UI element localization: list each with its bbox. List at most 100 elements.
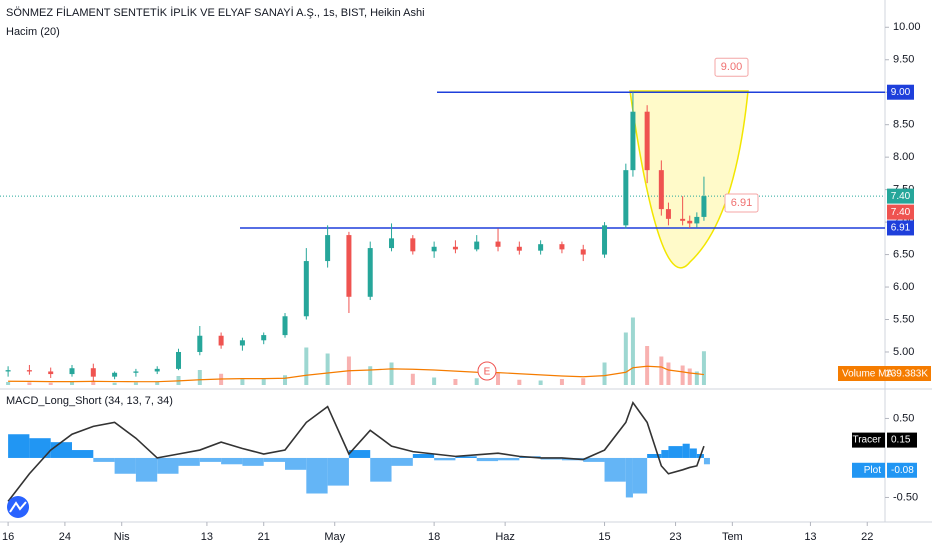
candle-body: [176, 351, 182, 369]
macd-histogram-bar: [29, 438, 51, 458]
volume-bar: [6, 382, 11, 385]
cup-drawing: [629, 90, 749, 269]
candle-body: [623, 170, 629, 226]
x-tick-label: 23: [669, 531, 681, 543]
plot-layer: 5.005.506.006.507.007.508.008.509.009.50…: [0, 21, 931, 543]
chart-title: SÖNMEZ FİLAMENT SENTETİK İPLİK VE ELYAF …: [6, 6, 425, 19]
macd-histogram-bar: [583, 457, 605, 462]
price-label: 9.00: [891, 87, 911, 98]
macd-histogram-bar: [157, 457, 179, 474]
volume-ma-line: [8, 365, 705, 383]
price-label: 6.91: [891, 223, 911, 234]
x-tick-label: 13: [804, 531, 816, 543]
candle-body: [26, 370, 32, 372]
volume-bar: [666, 362, 671, 385]
volume-bar: [602, 362, 607, 385]
candle-body: [303, 261, 309, 317]
plot-name-box: [852, 462, 885, 478]
volume-bar: [474, 378, 479, 385]
macd-histogram-bar: [682, 443, 690, 458]
candle-body: [112, 372, 118, 377]
tracer-value-box: [887, 432, 917, 448]
macd-histogram-bar: [135, 457, 158, 482]
y-tick-label: 8.50: [893, 119, 914, 131]
candle-body: [495, 241, 501, 247]
macd-histogram-bar: [661, 450, 669, 458]
y-tick-label: 5.00: [893, 346, 914, 358]
macd-histogram-bar: [221, 457, 243, 465]
volume-bar: [91, 380, 96, 385]
macd-histogram-bar: [178, 457, 200, 466]
candle-body: [282, 316, 288, 336]
macd-histogram-bar: [391, 457, 413, 466]
volume-bar: [70, 381, 75, 385]
macd-histogram-bar: [327, 457, 349, 486]
volume-bar: [630, 317, 635, 385]
volume-bar: [701, 351, 706, 385]
macd-histogram-bar: [370, 457, 392, 482]
macd-histogram-bar: [434, 457, 456, 461]
macd-histogram-bar: [703, 457, 710, 465]
volume-bar: [538, 380, 543, 385]
macd-histogram-bar: [114, 457, 136, 474]
candle-body: [680, 218, 686, 221]
price-label-box: [887, 220, 914, 236]
candle-body: [325, 235, 331, 262]
candle-body: [154, 368, 160, 372]
x-tick-label: 21: [258, 531, 270, 543]
volume-bar: [283, 375, 288, 385]
annotation-box: [714, 57, 749, 77]
logo: [7, 496, 29, 518]
candle-body: [197, 335, 203, 352]
x-tick-label: Nis: [114, 531, 130, 543]
x-tick-label: May: [324, 531, 345, 543]
candle-body: [580, 249, 586, 255]
volume-bar: [112, 382, 117, 385]
x-tick-label: Haz: [495, 531, 515, 543]
candle-body: [474, 241, 480, 250]
y-tick-label: 0.50: [893, 412, 914, 424]
price-label-box: [887, 204, 914, 220]
volume-ma-name: Volume MA: [842, 369, 893, 380]
volume-bar: [389, 362, 394, 385]
candle-body: [658, 170, 664, 210]
y-tick-label: 8.00: [893, 151, 914, 163]
candle-body: [516, 246, 522, 251]
macd-histogram-bar: [199, 457, 222, 462]
macd-title: MACD_Long_Short (34, 13, 7, 34): [6, 395, 173, 407]
candle-body: [389, 238, 395, 249]
candle-body: [694, 216, 700, 224]
tracer-value: 0.15: [891, 435, 911, 446]
volume-bar: [48, 382, 53, 385]
volume-bar: [304, 347, 309, 385]
candle-body: [452, 246, 458, 250]
earnings-label[interactable]: E: [484, 367, 491, 378]
macd-histogram-bar: [476, 457, 499, 462]
y-tick-label: 6.50: [893, 248, 914, 260]
price-label: 7.40: [891, 191, 911, 202]
candle-body: [367, 248, 373, 297]
candle-body: [630, 111, 636, 171]
candle-body: [538, 244, 544, 251]
plot-name: Plot: [864, 465, 881, 476]
candle-body: [410, 238, 416, 252]
macd-histogram-bar: [625, 457, 633, 498]
macd-histogram-bar: [412, 454, 435, 458]
y-tick-label: 6.00: [893, 281, 914, 293]
y-tick-label: 10.00: [893, 21, 921, 33]
candle-body: [133, 371, 139, 373]
candle-body: [239, 340, 245, 346]
volume-bar: [368, 366, 373, 385]
candle-body: [602, 225, 608, 255]
volume-bar: [240, 378, 245, 385]
macd-line: [7, 400, 705, 502]
y-tick-label: -0.50: [893, 491, 918, 503]
earnings-marker[interactable]: [477, 361, 497, 381]
candle-body: [346, 235, 352, 297]
macd-histogram-bar: [668, 446, 683, 458]
volume-bar: [410, 373, 415, 385]
volume-ma-box: [838, 366, 931, 381]
x-tick-label: 15: [598, 531, 610, 543]
volume-bar: [432, 377, 437, 385]
